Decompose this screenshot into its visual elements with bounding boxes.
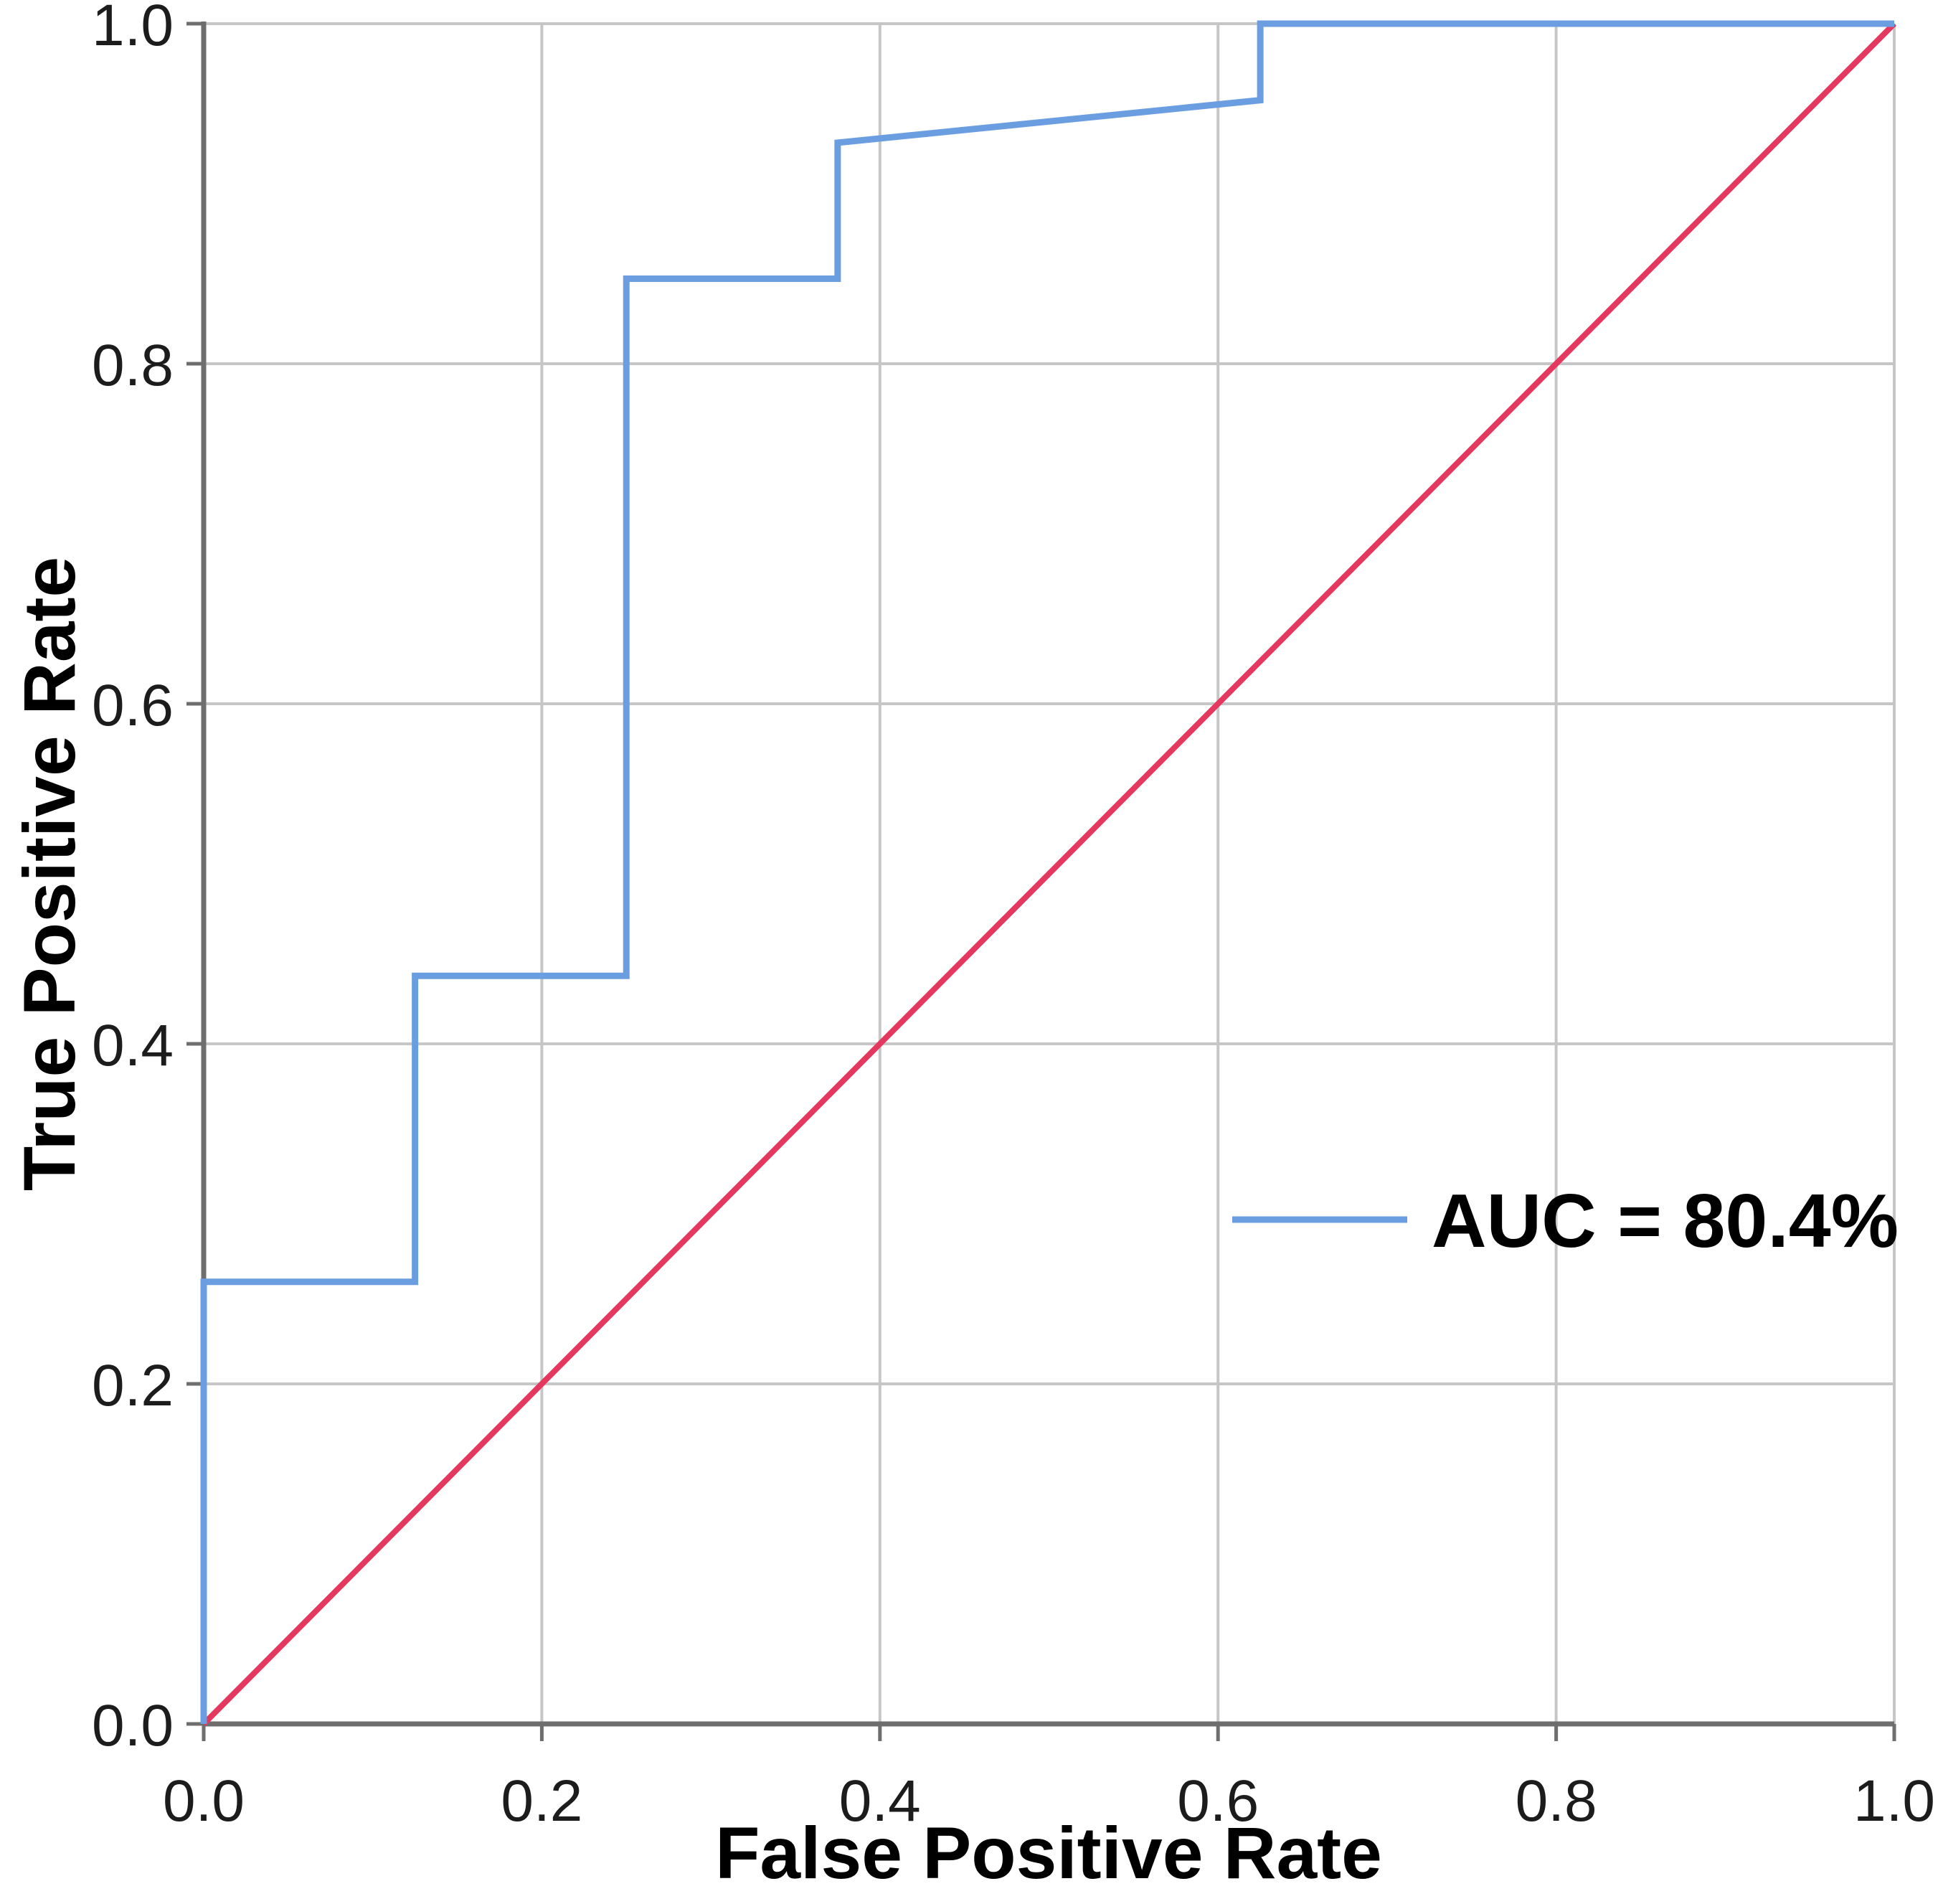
x-tick-label: 0.2 <box>501 1768 582 1834</box>
x-tick-label: 0.6 <box>1177 1768 1259 1834</box>
y-tick-label: 0.0 <box>92 1693 174 1758</box>
tick-labels: 0.0 0.2 0.4 0.6 0.8 1.0 0.0 0.2 0.4 0.6 0.8 1.0 <box>92 0 1935 1834</box>
y-tick-label: 0.2 <box>92 1353 174 1418</box>
legend: AUC = 80.4% <box>1232 1179 1899 1263</box>
y-axis-title: True Positive Rate <box>9 557 90 1191</box>
data-series <box>200 20 1896 1726</box>
reference-diagonal-line <box>202 22 1896 1726</box>
roc-curve-line <box>200 20 1894 1724</box>
tick-marks <box>186 22 1896 1741</box>
x-axis-title: False Positive Rate <box>715 1812 1382 1894</box>
x-tick-label: 0.8 <box>1516 1768 1597 1834</box>
legend-label: AUC = 80.4% <box>1432 1179 1899 1263</box>
y-tick-label: 0.8 <box>92 333 174 398</box>
y-tick-label: 0.4 <box>92 1013 174 1078</box>
x-tick-label: 0.4 <box>839 1768 921 1834</box>
x-tick-label: 1.0 <box>1853 1768 1935 1834</box>
y-tick-label: 0.6 <box>92 673 174 738</box>
x-tick-label: 0.0 <box>163 1768 245 1834</box>
y-tick-label: 1.0 <box>92 0 174 58</box>
